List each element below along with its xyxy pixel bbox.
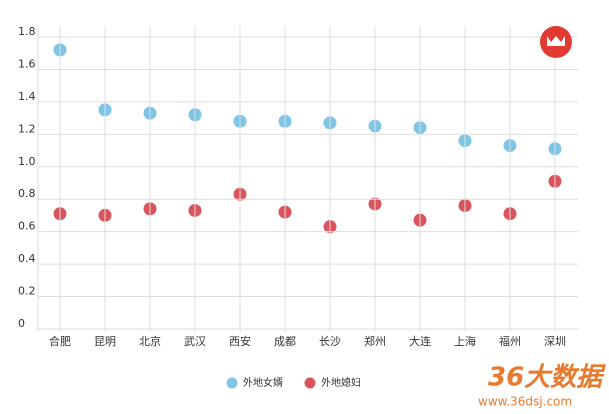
x-tick-label: 福州 — [499, 334, 521, 348]
x-tick-label: 合肥 — [49, 334, 71, 348]
x-tick-label: 西安 — [229, 334, 251, 348]
y-tick-label: 0.4 — [18, 252, 36, 265]
legend-label: 外地媳妇 — [321, 376, 361, 389]
x-tick-label: 深圳 — [544, 335, 566, 348]
y-tick-label: 1.2 — [18, 122, 36, 135]
legend-label: 外地女婿 — [243, 376, 283, 389]
watermark-brand: 36大数据 — [488, 363, 606, 393]
x-tick-label: 武汉 — [184, 335, 206, 348]
y-tick-label: 1.4 — [18, 90, 36, 103]
x-tick-label: 郑州 — [364, 334, 386, 348]
x-tick-label: 长沙 — [319, 335, 341, 348]
y-tick-label: 0 — [18, 317, 25, 330]
logo-icon — [547, 36, 565, 46]
x-tick-label: 昆明 — [94, 335, 116, 348]
y-tick-label: 0.8 — [18, 187, 36, 200]
watermark-url: www.36dsj.com — [478, 395, 572, 409]
y-tick-label: 1.8 — [18, 25, 36, 38]
x-tick-label: 大连 — [409, 334, 431, 348]
y-tick-label: 0.2 — [18, 285, 36, 298]
watermark: 36大数据 www.36dsj.com — [478, 363, 606, 409]
legend-marker — [304, 377, 316, 389]
x-tick-label: 上海 — [454, 334, 476, 348]
x-tick-label: 北京 — [139, 334, 161, 348]
y-tick-label: 1.6 — [18, 57, 36, 70]
legend-marker — [226, 377, 238, 389]
y-tick-label: 0.6 — [18, 220, 36, 233]
y-tick-label: 1.0 — [18, 155, 36, 168]
x-tick-label: 成都 — [274, 335, 296, 348]
